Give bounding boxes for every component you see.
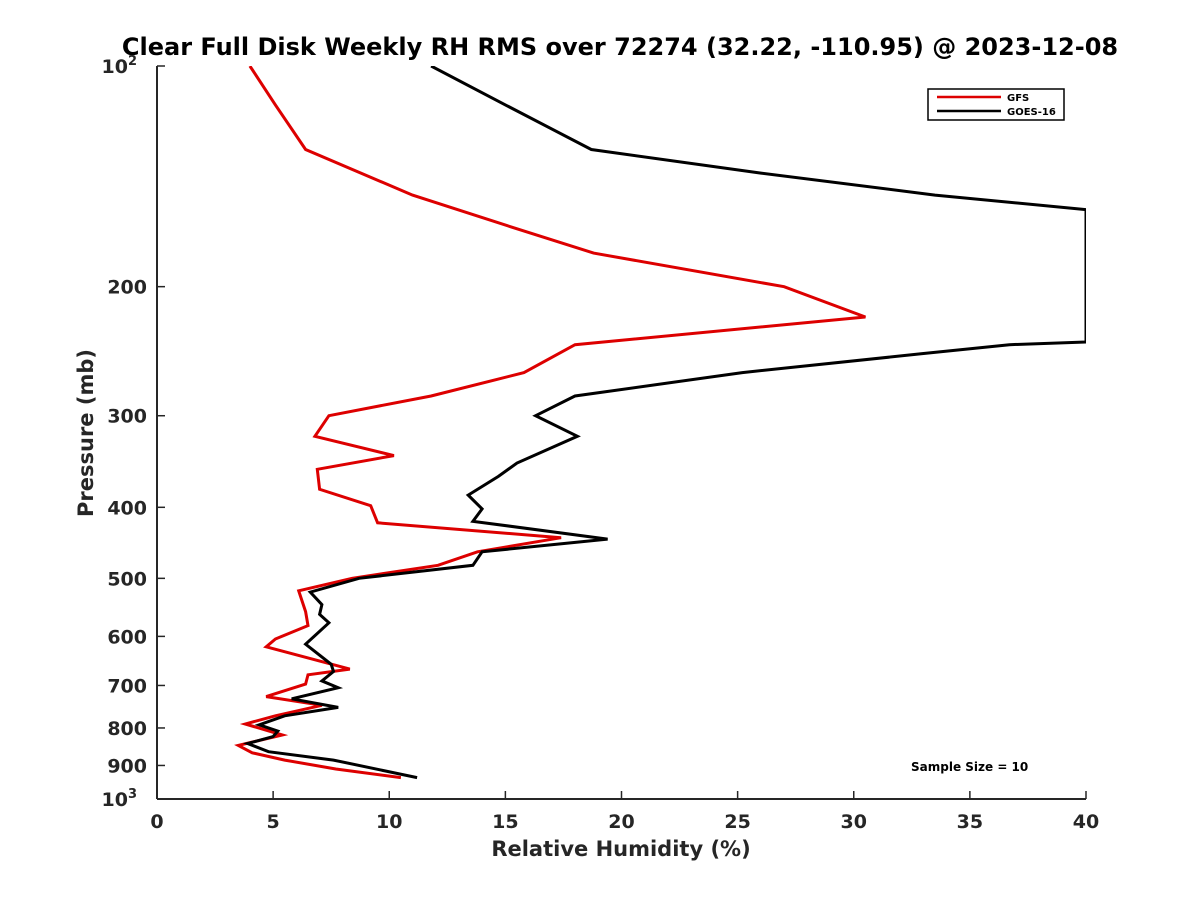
x-tick-label: 10 (376, 811, 402, 833)
x-tick-label: 15 (492, 811, 518, 833)
legend-label-gfs: GFS (1007, 93, 1029, 104)
y-tick-label: 900 (107, 755, 147, 777)
y-tick-label: 200 (107, 277, 147, 299)
x-tick-label: 35 (957, 811, 983, 833)
x-axis-label: Relative Humidity (%) (491, 837, 750, 861)
x-tick-label: 30 (841, 811, 867, 833)
series-line-goes16 (242, 66, 1086, 780)
sample-size-annotation: Sample Size = 10 (911, 760, 1028, 774)
legend: GFS GOES-16 (927, 88, 1065, 121)
chart-title: Clear Full Disk Weekly RH RMS over 72274… (122, 33, 1118, 61)
y-tick-label: 600 (107, 626, 147, 648)
x-ticks: 0 5 10 15 20 25 30 35 40 (150, 791, 1099, 833)
plot-area (234, 66, 1086, 780)
x-tick-label: 5 (267, 811, 280, 833)
y-ticks: 102 200 300 400 500 600 700 800 900 103 (102, 54, 165, 811)
y-tick-label: 102 (102, 54, 138, 78)
y-tick-label: 800 (107, 718, 147, 740)
x-tick-label: 20 (608, 811, 634, 833)
y-axis-label: Pressure (mb) (74, 349, 98, 517)
y-tick-label: 700 (107, 675, 147, 697)
y-tick-label: 500 (107, 568, 147, 590)
legend-box (927, 88, 1065, 121)
y-tick-label: 400 (107, 497, 147, 519)
x-tick-label: 25 (724, 811, 750, 833)
series-line-gfs (234, 66, 866, 780)
x-tick-label: 0 (150, 811, 163, 833)
legend-label-goes16: GOES-16 (1007, 107, 1056, 118)
y-tick-label: 103 (102, 787, 138, 811)
x-tick-label: 40 (1073, 811, 1099, 833)
y-tick-label: 300 (107, 406, 147, 428)
